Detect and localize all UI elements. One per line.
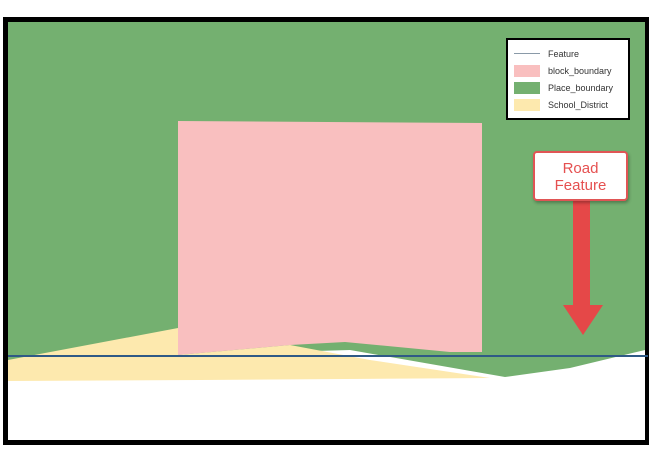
legend-label: School_District xyxy=(548,99,609,110)
fill-swatch-icon xyxy=(514,64,540,77)
legend-label: Place_boundary xyxy=(548,82,614,93)
legend-item-feature: Feature xyxy=(514,45,622,62)
legend-item-school-district: School_District xyxy=(514,96,622,113)
legend-label: Feature xyxy=(548,48,580,59)
legend-label: block_boundary xyxy=(548,65,612,76)
fill-swatch-icon xyxy=(514,81,540,94)
red-arrow-icon xyxy=(563,200,603,335)
callout-line-1: Road xyxy=(562,160,599,177)
school-district-polygon xyxy=(8,328,490,381)
line-swatch-icon xyxy=(514,53,540,54)
road-feature-callout: Road Feature xyxy=(533,151,628,201)
legend-item-place-boundary: Place_boundary xyxy=(514,79,622,96)
fill-swatch-icon xyxy=(514,98,540,111)
block-boundary-polygon xyxy=(178,121,482,355)
map-legend: Feature block_boundary Place_boundary Sc… xyxy=(506,38,630,120)
callout-line-2: Feature xyxy=(554,177,607,194)
legend-item-block-boundary: block_boundary xyxy=(514,62,622,79)
